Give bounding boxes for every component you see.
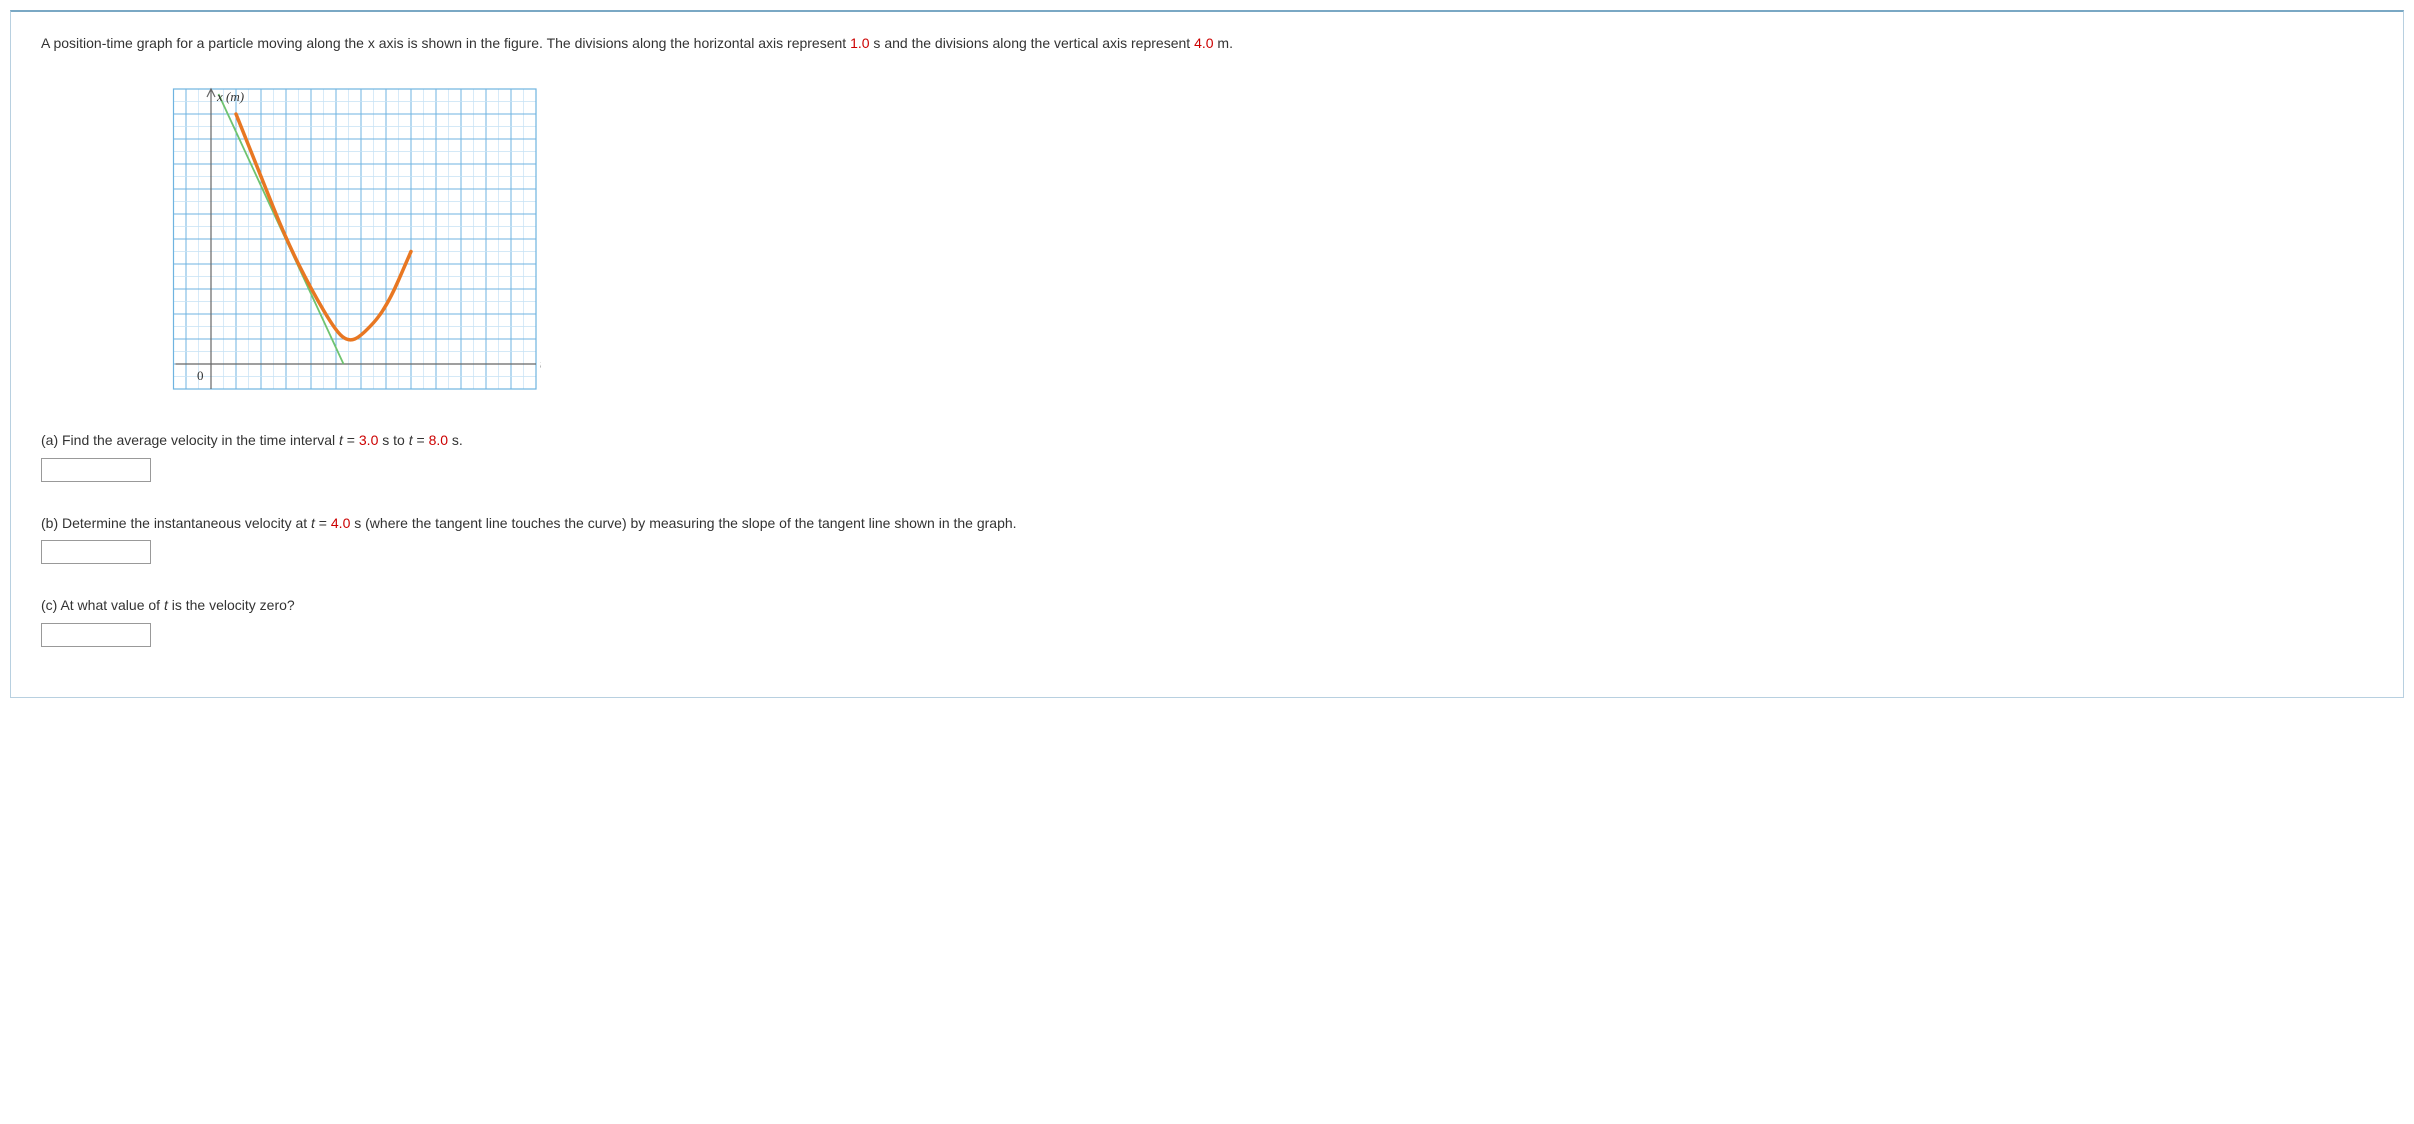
intro-mid: s and the divisions along the vertical a… — [870, 35, 1195, 51]
intro-h2: 4.0 — [1194, 35, 1213, 51]
part-b-prompt: (b) Determine the instantaneous velocity… — [41, 512, 2373, 534]
svg-text:x (m): x (m) — [216, 89, 244, 104]
svg-text:0: 0 — [197, 368, 204, 383]
part-c: (c) At what value of t is the velocity z… — [41, 594, 2373, 646]
part-b: (b) Determine the instantaneous velocity… — [41, 512, 2373, 564]
problem-container: A position-time graph for a particle mov… — [10, 10, 2404, 698]
part-a-answer-input[interactable] — [41, 458, 151, 482]
part-c-answer-input[interactable] — [41, 623, 151, 647]
svg-text:t (s): t (s) — [540, 356, 541, 371]
intro-h1: 1.0 — [850, 35, 869, 51]
part-b-answer-input[interactable] — [41, 540, 151, 564]
position-time-graph: 0 x (m) t (s) — [171, 74, 541, 404]
figure: 0 x (m) t (s) — [171, 74, 2373, 404]
intro-text: A position-time graph for a particle mov… — [41, 32, 2373, 54]
part-c-prompt: (c) At what value of t is the velocity z… — [41, 594, 2373, 616]
part-a-prompt: (a) Find the average velocity in the tim… — [41, 429, 2373, 451]
intro-post: m. — [1214, 35, 1233, 51]
intro-pre: A position-time graph for a particle mov… — [41, 35, 850, 51]
part-a: (a) Find the average velocity in the tim… — [41, 429, 2373, 481]
